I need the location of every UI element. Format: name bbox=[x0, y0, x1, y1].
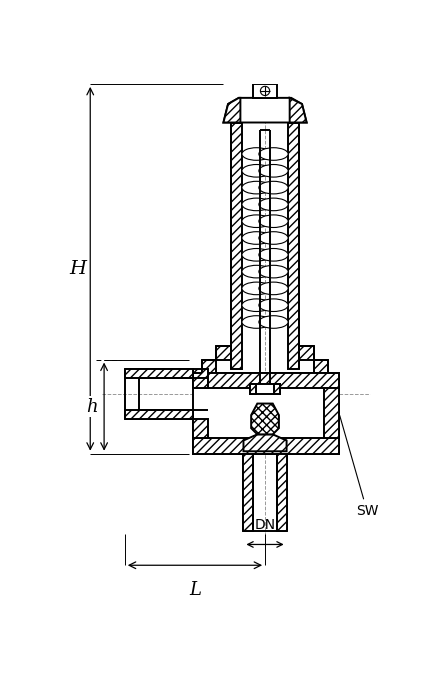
Ellipse shape bbox=[242, 282, 271, 295]
Text: SW: SW bbox=[340, 416, 378, 518]
Polygon shape bbox=[224, 98, 307, 122]
Ellipse shape bbox=[259, 232, 288, 244]
Polygon shape bbox=[243, 434, 286, 452]
Ellipse shape bbox=[259, 248, 288, 261]
Bar bbox=[193, 372, 339, 388]
Ellipse shape bbox=[259, 215, 288, 228]
Bar bbox=[250, 384, 280, 393]
Text: h: h bbox=[86, 398, 98, 416]
Ellipse shape bbox=[242, 215, 271, 228]
Bar bbox=[125, 369, 193, 378]
Bar bbox=[274, 384, 280, 393]
Bar bbox=[243, 454, 253, 531]
Bar bbox=[324, 388, 339, 438]
Ellipse shape bbox=[242, 248, 271, 261]
Bar bbox=[250, 384, 256, 393]
Bar bbox=[288, 122, 299, 369]
Ellipse shape bbox=[259, 198, 288, 211]
Bar bbox=[253, 84, 276, 98]
Polygon shape bbox=[216, 346, 231, 360]
Polygon shape bbox=[202, 360, 216, 372]
Circle shape bbox=[260, 86, 269, 95]
Bar bbox=[231, 122, 242, 369]
Ellipse shape bbox=[259, 148, 288, 160]
Bar bbox=[193, 372, 339, 454]
Ellipse shape bbox=[259, 282, 288, 295]
Ellipse shape bbox=[259, 299, 288, 312]
Ellipse shape bbox=[259, 181, 288, 194]
Ellipse shape bbox=[242, 265, 271, 278]
Ellipse shape bbox=[242, 316, 271, 328]
Ellipse shape bbox=[242, 164, 271, 177]
Ellipse shape bbox=[259, 316, 288, 328]
Text: L: L bbox=[189, 581, 201, 598]
Polygon shape bbox=[299, 346, 314, 360]
Bar bbox=[193, 419, 208, 438]
Polygon shape bbox=[314, 360, 328, 372]
Polygon shape bbox=[224, 98, 240, 122]
Bar bbox=[193, 438, 339, 454]
Ellipse shape bbox=[242, 148, 271, 160]
Ellipse shape bbox=[242, 299, 271, 312]
Text: DN: DN bbox=[255, 518, 276, 532]
Bar bbox=[277, 454, 286, 531]
Ellipse shape bbox=[242, 232, 271, 244]
Polygon shape bbox=[251, 403, 279, 434]
Ellipse shape bbox=[242, 198, 271, 211]
Bar bbox=[193, 369, 208, 388]
Text: H: H bbox=[69, 260, 86, 278]
Ellipse shape bbox=[259, 265, 288, 278]
Ellipse shape bbox=[259, 164, 288, 177]
Polygon shape bbox=[290, 98, 307, 122]
Bar bbox=[125, 410, 193, 419]
Ellipse shape bbox=[242, 181, 271, 194]
